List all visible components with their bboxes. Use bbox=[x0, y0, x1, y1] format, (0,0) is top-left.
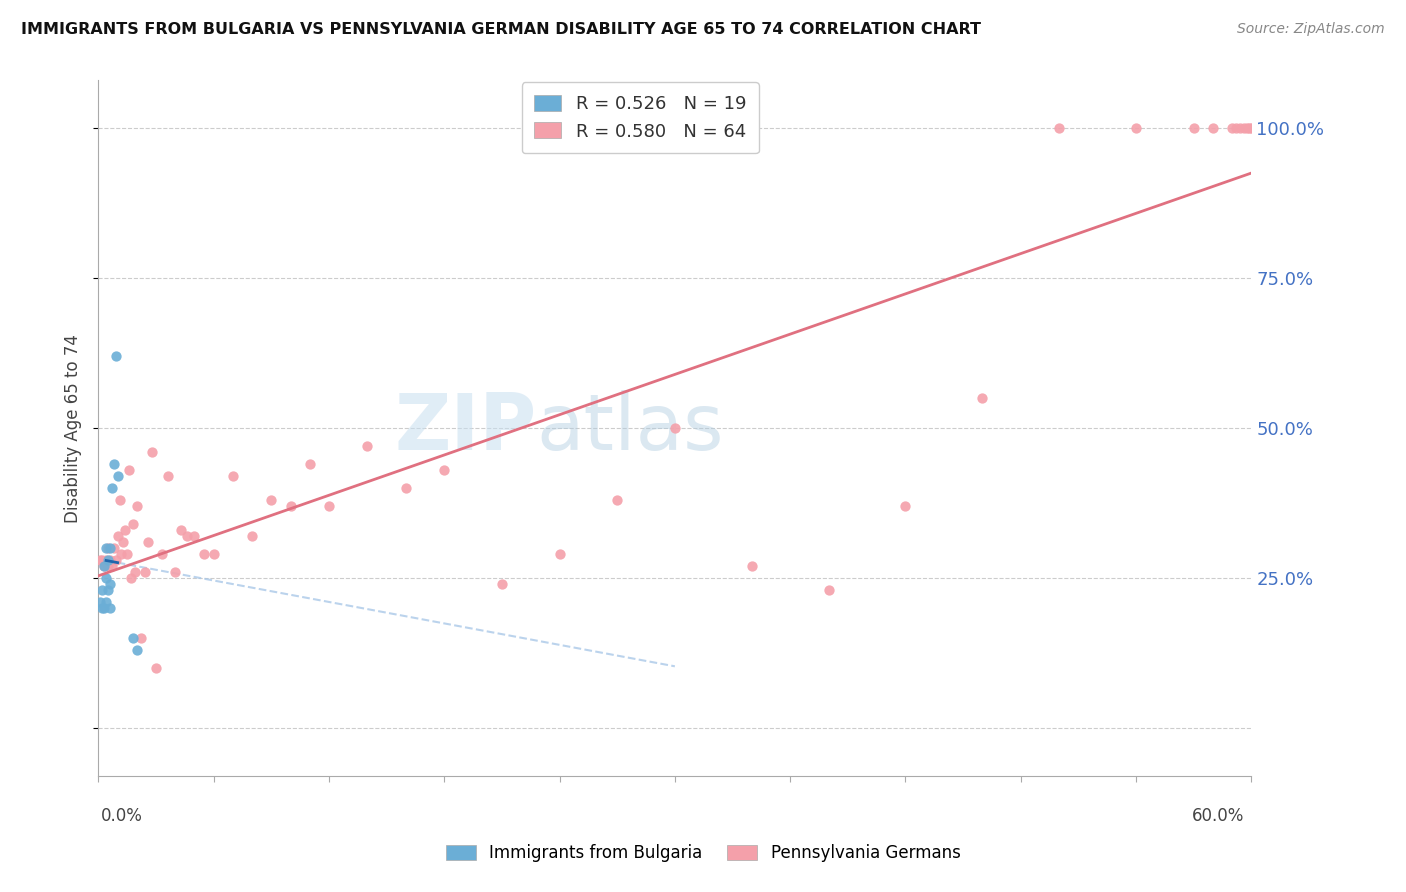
Point bbox=[103, 541, 125, 555]
Point bbox=[894, 499, 917, 513]
Point bbox=[1182, 121, 1205, 136]
Text: ZIP: ZIP bbox=[394, 390, 537, 467]
Point bbox=[298, 457, 321, 471]
Point bbox=[318, 499, 340, 513]
Point bbox=[91, 553, 114, 567]
Point bbox=[91, 601, 114, 615]
Point bbox=[124, 565, 146, 579]
Point bbox=[104, 553, 127, 567]
Point bbox=[1225, 121, 1247, 136]
Point bbox=[202, 547, 225, 561]
Point bbox=[433, 463, 456, 477]
Point bbox=[972, 391, 994, 405]
Point bbox=[1047, 121, 1070, 136]
Point bbox=[156, 469, 179, 483]
Point bbox=[94, 541, 117, 555]
Point bbox=[91, 583, 114, 598]
Point bbox=[107, 529, 129, 543]
Text: Source: ZipAtlas.com: Source: ZipAtlas.com bbox=[1237, 22, 1385, 37]
Point bbox=[145, 661, 167, 675]
Point bbox=[548, 547, 571, 561]
Point bbox=[89, 595, 111, 609]
Text: 0.0%: 0.0% bbox=[101, 807, 143, 825]
Point bbox=[108, 493, 131, 508]
Legend: R = 0.526   N = 19, R = 0.580   N = 64: R = 0.526 N = 19, R = 0.580 N = 64 bbox=[522, 82, 759, 153]
Point bbox=[93, 601, 115, 615]
Point bbox=[240, 529, 263, 543]
Point bbox=[165, 565, 187, 579]
Point bbox=[122, 517, 145, 532]
Point bbox=[103, 457, 125, 471]
Point bbox=[104, 349, 127, 363]
Point bbox=[1233, 121, 1256, 136]
Point bbox=[1202, 121, 1225, 136]
Text: 60.0%: 60.0% bbox=[1192, 807, 1244, 825]
Point bbox=[141, 445, 163, 459]
Point bbox=[817, 583, 839, 598]
Point bbox=[120, 571, 142, 585]
Point bbox=[98, 601, 121, 615]
Legend: Immigrants from Bulgaria, Pennsylvania Germans: Immigrants from Bulgaria, Pennsylvania G… bbox=[437, 836, 969, 871]
Point bbox=[606, 493, 628, 508]
Point bbox=[1125, 121, 1147, 136]
Point bbox=[118, 463, 141, 477]
Point bbox=[94, 553, 117, 567]
Point bbox=[93, 559, 115, 574]
Point bbox=[741, 559, 763, 574]
Point bbox=[1239, 121, 1261, 136]
Point bbox=[1244, 121, 1267, 136]
Point bbox=[176, 529, 198, 543]
Point bbox=[94, 595, 117, 609]
Point bbox=[125, 499, 148, 513]
Point bbox=[98, 541, 121, 555]
Point bbox=[89, 553, 111, 567]
Point bbox=[117, 547, 139, 561]
Point bbox=[97, 541, 120, 555]
Point bbox=[122, 631, 145, 645]
Point bbox=[134, 565, 156, 579]
Point bbox=[97, 583, 120, 598]
Point bbox=[664, 421, 686, 435]
Point bbox=[101, 559, 124, 574]
Point bbox=[101, 481, 124, 495]
Point bbox=[93, 559, 115, 574]
Point bbox=[1229, 121, 1251, 136]
Point bbox=[1220, 121, 1243, 136]
Point bbox=[107, 469, 129, 483]
Point bbox=[260, 493, 283, 508]
Point bbox=[129, 631, 152, 645]
Point bbox=[280, 499, 302, 513]
Point bbox=[222, 469, 245, 483]
Point bbox=[125, 643, 148, 657]
Point bbox=[356, 439, 378, 453]
Point bbox=[97, 559, 120, 574]
Point bbox=[1241, 121, 1264, 136]
Point bbox=[491, 577, 513, 591]
Point bbox=[112, 535, 135, 549]
Point bbox=[1236, 121, 1258, 136]
Point bbox=[193, 547, 215, 561]
Point bbox=[183, 529, 205, 543]
Point bbox=[1240, 121, 1263, 136]
Point bbox=[114, 523, 136, 537]
Point bbox=[170, 523, 193, 537]
Y-axis label: Disability Age 65 to 74: Disability Age 65 to 74 bbox=[65, 334, 83, 523]
Text: atlas: atlas bbox=[537, 390, 724, 467]
Point bbox=[94, 571, 117, 585]
Point bbox=[98, 553, 121, 567]
Point bbox=[110, 547, 132, 561]
Point bbox=[138, 535, 160, 549]
Text: IMMIGRANTS FROM BULGARIA VS PENNSYLVANIA GERMAN DISABILITY AGE 65 TO 74 CORRELAT: IMMIGRANTS FROM BULGARIA VS PENNSYLVANIA… bbox=[21, 22, 981, 37]
Point bbox=[97, 553, 120, 567]
Point bbox=[395, 481, 418, 495]
Point bbox=[98, 577, 121, 591]
Point bbox=[150, 547, 173, 561]
